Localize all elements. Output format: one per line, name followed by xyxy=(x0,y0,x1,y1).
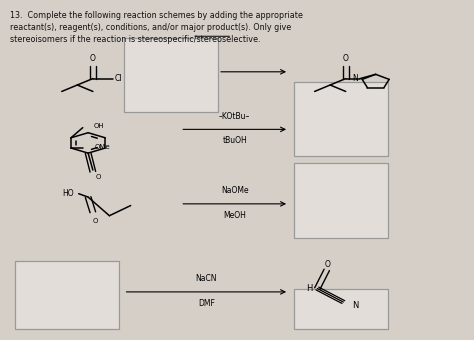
Text: O: O xyxy=(96,174,101,181)
Text: O: O xyxy=(343,54,349,63)
Text: OH: OH xyxy=(93,123,104,129)
Bar xyxy=(294,82,388,156)
Text: O: O xyxy=(90,54,96,63)
Bar xyxy=(294,289,388,329)
Bar xyxy=(124,38,218,113)
Text: –KOtBu–: –KOtBu– xyxy=(219,112,250,121)
Text: N: N xyxy=(352,74,358,83)
Text: Cl: Cl xyxy=(115,74,122,83)
Text: DMF: DMF xyxy=(198,299,215,308)
Text: N: N xyxy=(352,301,358,310)
Text: tBuOH: tBuOH xyxy=(222,136,247,145)
Text: HO: HO xyxy=(62,189,74,198)
Text: O: O xyxy=(92,218,98,224)
Text: MeOH: MeOH xyxy=(223,211,246,220)
Text: NaCN: NaCN xyxy=(196,274,217,284)
Bar xyxy=(15,261,119,329)
Text: H: H xyxy=(306,284,313,293)
Text: O: O xyxy=(325,260,331,269)
Text: NaOMe: NaOMe xyxy=(221,186,248,196)
Text: 13.  Complete the following reaction schemes by adding the appropriate
reactant(: 13. Complete the following reaction sche… xyxy=(10,11,303,44)
Text: OMe: OMe xyxy=(95,144,110,150)
Bar xyxy=(294,163,388,238)
